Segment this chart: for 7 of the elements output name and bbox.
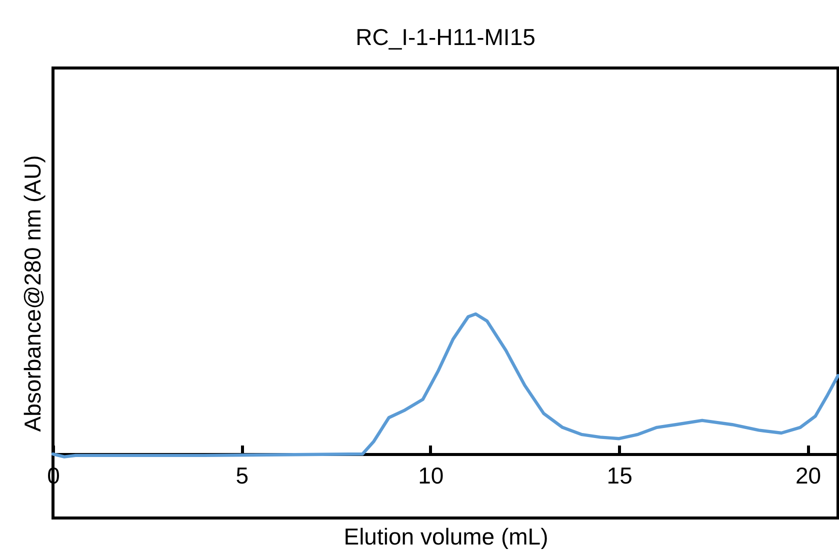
x-axis-title: Elution volume (mL) xyxy=(344,524,548,550)
y-axis-title: Absorbance@280 nm (AU) xyxy=(20,155,46,432)
x-tick-label: 15 xyxy=(606,462,632,489)
chart-title: RC_I-1-H11-MI15 xyxy=(356,24,536,50)
x-tick-label: 20 xyxy=(796,462,822,489)
x-tick-label: 10 xyxy=(418,462,444,489)
x-tick-label: 5 xyxy=(236,462,249,489)
